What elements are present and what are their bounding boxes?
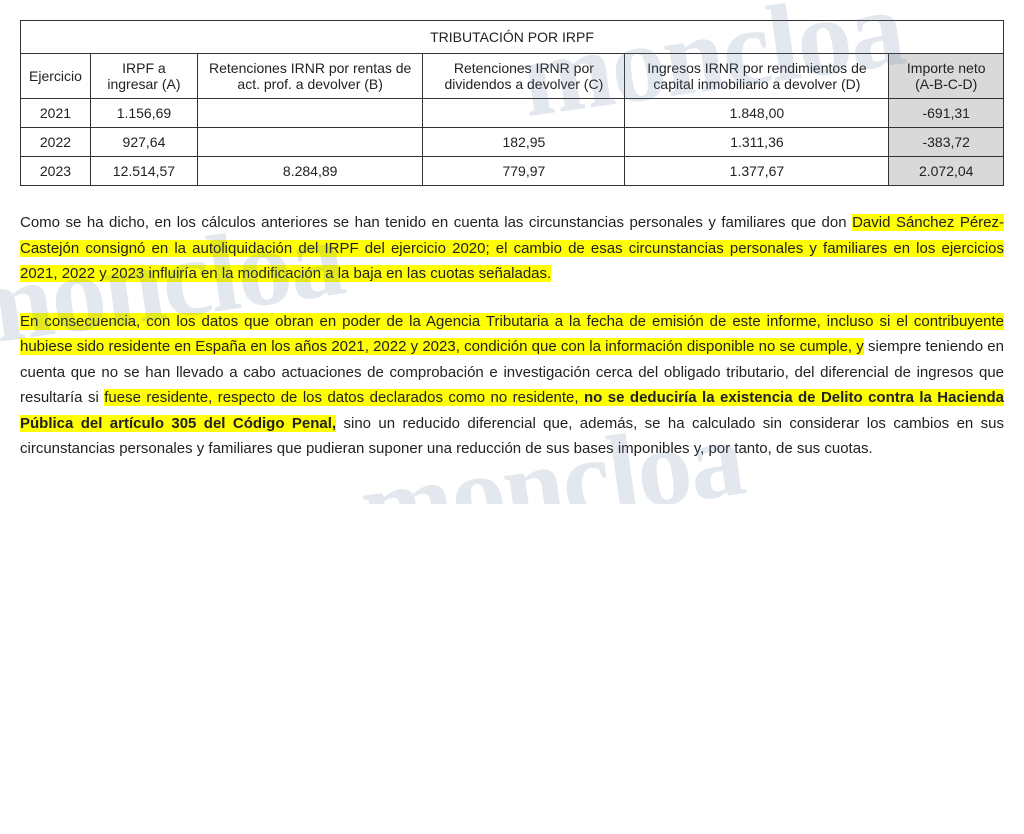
col-header-ret-b: Retenciones IRNR por rentas de act. prof… bbox=[197, 54, 422, 99]
cell: 779,97 bbox=[423, 157, 625, 186]
cell-neto: -383,72 bbox=[889, 128, 1004, 157]
cell bbox=[197, 99, 422, 128]
cell-neto: -691,31 bbox=[889, 99, 1004, 128]
paragraph-1: Como se ha dicho, en los cálculos anteri… bbox=[20, 210, 1004, 287]
cell: 2022 bbox=[21, 128, 91, 157]
cell: 12.514,57 bbox=[90, 157, 197, 186]
cell: 927,64 bbox=[90, 128, 197, 157]
cell: 1.311,36 bbox=[625, 128, 889, 157]
cell: 1.377,67 bbox=[625, 157, 889, 186]
col-header-ret-c: Retenciones IRNR por dividendos a devolv… bbox=[423, 54, 625, 99]
cell bbox=[197, 128, 422, 157]
table-row: 2022 927,64 182,95 1.311,36 -383,72 bbox=[21, 128, 1004, 157]
col-header-irpf: IRPF a ingresar (A) bbox=[90, 54, 197, 99]
highlighted-text: En consecuencia, con los datos que obran… bbox=[20, 313, 1004, 356]
cell: 8.284,89 bbox=[197, 157, 422, 186]
table-row: 2023 12.514,57 8.284,89 779,97 1.377,67 … bbox=[21, 157, 1004, 186]
cell bbox=[423, 99, 625, 128]
cell: 1.156,69 bbox=[90, 99, 197, 128]
cell: 1.848,00 bbox=[625, 99, 889, 128]
text: Como se ha dicho, en los cálculos anteri… bbox=[20, 214, 852, 231]
highlighted-text: fuese residente, respecto de los datos d… bbox=[104, 389, 584, 406]
cell: 2023 bbox=[21, 157, 91, 186]
cell-neto: 2.072,04 bbox=[889, 157, 1004, 186]
col-header-ejercicio: Ejercicio bbox=[21, 54, 91, 99]
table-title: TRIBUTACIÓN POR IRPF bbox=[21, 21, 1004, 54]
table-row: 2021 1.156,69 1.848,00 -691,31 bbox=[21, 99, 1004, 128]
col-header-ing-d: Ingresos IRNR por rendimientos de capita… bbox=[625, 54, 889, 99]
col-header-neto: Importe neto (A-B-C-D) bbox=[889, 54, 1004, 99]
irpf-table: TRIBUTACIÓN POR IRPF Ejercicio IRPF a in… bbox=[20, 20, 1004, 186]
cell: 2021 bbox=[21, 99, 91, 128]
paragraph-2: En consecuencia, con los datos que obran… bbox=[20, 309, 1004, 462]
cell: 182,95 bbox=[423, 128, 625, 157]
